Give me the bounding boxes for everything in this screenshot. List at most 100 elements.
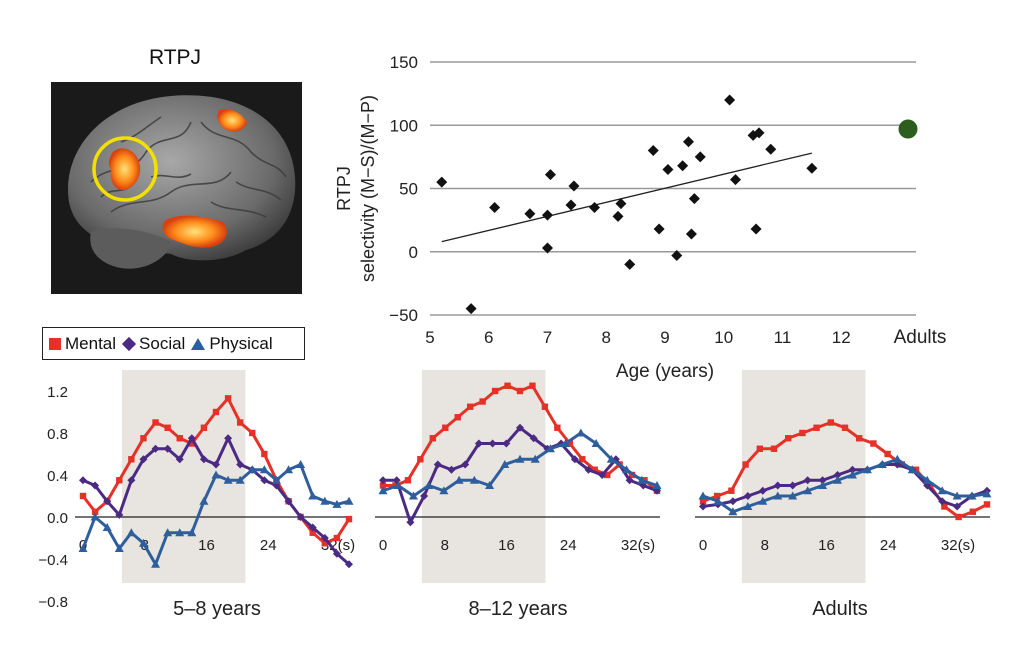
scatter-x-tick-label: 8 bbox=[602, 328, 611, 347]
timecourse-point-physical bbox=[892, 454, 902, 463]
timecourse-point-physical bbox=[454, 475, 464, 484]
timecourse-point-social bbox=[502, 439, 511, 448]
timecourse-point-social bbox=[175, 455, 184, 464]
timecourse-point-mental bbox=[164, 424, 171, 431]
timecourse-point-social bbox=[224, 434, 233, 443]
timecourse-point-social bbox=[212, 460, 220, 469]
timecourse-point-mental bbox=[799, 429, 806, 437]
timecourse-point-mental bbox=[554, 424, 561, 431]
timecourse-point-social bbox=[743, 492, 752, 500]
timecourse-point-mental bbox=[841, 424, 849, 431]
timecourse-point-mental bbox=[188, 440, 196, 447]
timecourse-point-physical bbox=[332, 499, 342, 508]
timecourse-point-physical bbox=[199, 496, 209, 505]
scatter-y-tick-label: 100 bbox=[390, 116, 418, 135]
timecourse-point-social bbox=[461, 460, 470, 469]
timecourse-point-physical bbox=[393, 481, 403, 489]
timecourse-point-mental bbox=[870, 440, 877, 447]
timecourse-point-physical bbox=[90, 512, 100, 521]
timecourse-y-tick-label: 0.0 bbox=[47, 510, 68, 527]
scatter-y-axis-label-line1: RTPJ bbox=[334, 166, 354, 211]
timecourse-point-physical bbox=[271, 475, 281, 484]
scatter-x-tick-label: 12 bbox=[832, 328, 851, 347]
timecourse-point-social bbox=[296, 513, 305, 521]
timecourse-point-mental bbox=[491, 387, 499, 395]
timecourse-point-physical bbox=[952, 491, 962, 500]
timecourse-point-mental bbox=[128, 456, 135, 463]
scatter-point bbox=[806, 162, 818, 174]
timecourse-point-physical bbox=[847, 470, 857, 479]
scatter-y-axis-label: RTPJ selectivity (M−S)/(M−P) bbox=[334, 95, 378, 282]
timecourse-x-tick-label: 0 bbox=[379, 537, 387, 554]
timecourse-point-social bbox=[953, 502, 962, 511]
timecourse-point-social bbox=[699, 502, 707, 511]
timecourse-point-physical bbox=[818, 481, 828, 489]
scatter-point bbox=[747, 129, 759, 141]
timecourse-point-physical bbox=[758, 496, 768, 505]
timecourse-point-physical bbox=[591, 439, 601, 447]
timecourse-point-mental bbox=[79, 492, 87, 500]
timecourse-point-mental bbox=[785, 435, 792, 442]
timecourse-point-mental bbox=[813, 424, 820, 431]
timecourse-panel-title: 5–8 years bbox=[173, 598, 261, 620]
brain-panel-title: RTPJ bbox=[148, 46, 202, 69]
timecourse-point-social bbox=[379, 476, 387, 485]
timecourse-point-social bbox=[332, 549, 341, 558]
timecourse-point-social bbox=[803, 476, 812, 485]
timecourse-point-mental bbox=[224, 395, 232, 402]
timecourse-point-social bbox=[598, 471, 607, 479]
timecourse-point-physical bbox=[78, 544, 88, 552]
timecourse-point-mental bbox=[941, 503, 948, 510]
timecourse-point-mental bbox=[379, 482, 387, 489]
timecourse-point-physical bbox=[877, 460, 887, 468]
timecourse-point-social bbox=[260, 476, 269, 485]
timecourse-point-social bbox=[516, 423, 524, 432]
timecourse-point-physical bbox=[937, 486, 947, 495]
scatter-point bbox=[653, 223, 665, 235]
timecourse-point-physical bbox=[284, 465, 294, 474]
timecourse-point-mental bbox=[516, 387, 524, 395]
rtpj-highlight-circle bbox=[92, 136, 158, 202]
timecourse-point-social bbox=[420, 492, 429, 500]
timecourse-point-social bbox=[625, 476, 634, 485]
timecourse-point-social bbox=[584, 465, 593, 474]
timecourse-point-physical bbox=[967, 491, 977, 500]
timecourse-point-mental bbox=[152, 419, 159, 426]
timecourse-point-physical bbox=[515, 454, 525, 463]
legend-item-social: Social bbox=[121, 334, 185, 354]
timecourse-point-mental bbox=[699, 498, 707, 505]
scatter-point bbox=[612, 210, 624, 222]
timecourse-x-tick-label: 32(s) bbox=[621, 537, 655, 554]
timecourse-x-tick-label: 32(s) bbox=[941, 537, 975, 554]
timecourse-point-physical bbox=[102, 523, 112, 531]
timecourse-point-mental bbox=[404, 477, 412, 484]
scatter-point bbox=[542, 242, 553, 254]
timecourse-point-physical bbox=[982, 489, 992, 498]
timecourse-point-social bbox=[127, 476, 136, 485]
timecourse-point-physical bbox=[788, 491, 798, 500]
timecourse-point-physical bbox=[187, 528, 197, 537]
timecourse-point-physical bbox=[637, 475, 647, 484]
timecourse-charts: 1.2 0.8 0.4 0.0 −0.4 −0.8 0 8 16 24 32(s) 5–8 years… bbox=[38, 370, 992, 620]
square-marker-icon bbox=[49, 337, 61, 350]
timecourse-y-tick-label: 0.8 bbox=[47, 426, 68, 443]
legend-label-physical: Physical bbox=[209, 333, 273, 353]
timecourse-point-social bbox=[433, 460, 442, 469]
timecourse-point-physical bbox=[114, 544, 124, 552]
timecourse-point-physical bbox=[163, 528, 173, 537]
timecourse-point-mental bbox=[479, 398, 486, 405]
scatter-point bbox=[730, 174, 741, 186]
timecourse-point-mental bbox=[969, 508, 976, 515]
timecourse-point-mental bbox=[827, 419, 834, 426]
legend-label-mental: Mental bbox=[65, 333, 117, 353]
timecourse-point-social bbox=[236, 460, 245, 469]
timecourse-point-physical bbox=[485, 481, 495, 489]
scatter-point bbox=[565, 199, 577, 211]
timecourse-point-social bbox=[758, 486, 767, 495]
timecourse-point-mental bbox=[884, 450, 891, 458]
scatter-point bbox=[662, 164, 674, 176]
timecourse-point-physical bbox=[175, 528, 185, 537]
timecourse-x-tick-label: 0 bbox=[699, 537, 707, 554]
timecourse-panel-title: 8–12 years bbox=[469, 598, 568, 620]
timecourse-point-mental bbox=[261, 450, 268, 458]
